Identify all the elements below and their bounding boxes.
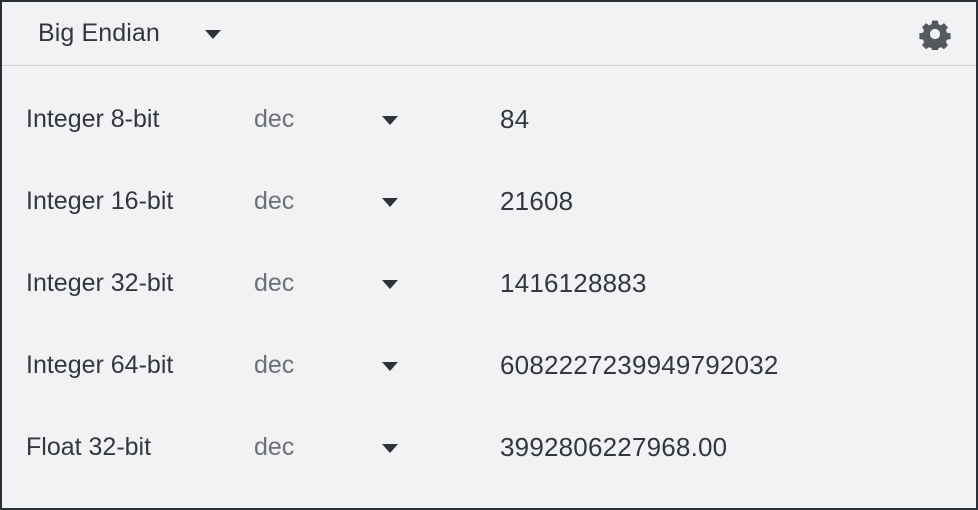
row-label: Integer 32-bit	[26, 268, 174, 297]
format-label: dec	[254, 350, 295, 379]
row-value: 21608	[500, 185, 574, 216]
endianness-label: Big Endian	[38, 19, 160, 47]
format-dropdown[interactable]: dec	[254, 351, 500, 380]
format-dropdown[interactable]: dec	[254, 105, 500, 134]
format-dropdown[interactable]: dec	[254, 269, 500, 298]
chevron-down-icon	[382, 361, 399, 371]
row-label: Float 32-bit	[26, 432, 152, 461]
table-row: Integer 16-bit dec 21608	[2, 160, 976, 242]
chevron-down-icon	[204, 30, 221, 39]
format-dropdown[interactable]: dec	[254, 433, 500, 462]
row-value: 3992806227968.00	[500, 431, 728, 462]
settings-button[interactable]	[908, 7, 962, 61]
chevron-down-icon	[382, 443, 399, 453]
gear-icon	[919, 18, 951, 50]
row-label: Integer 8-bit	[26, 104, 160, 133]
row-value: 84	[500, 103, 530, 134]
table-row: Float 32-bit dec 3992806227968.00	[2, 406, 976, 488]
format-dropdown[interactable]: dec	[254, 187, 500, 216]
chevron-down-icon	[382, 279, 399, 289]
row-label: Integer 64-bit	[26, 350, 174, 379]
row-value: 1416128883	[500, 267, 647, 298]
table-row: Integer 32-bit dec 1416128883	[2, 242, 976, 324]
row-label: Integer 16-bit	[26, 186, 174, 215]
row-value: 6082227239949792032	[500, 349, 779, 380]
format-label: dec	[254, 432, 295, 461]
inspector-rows: Integer 8-bit dec 84 Integer 16-bit dec …	[2, 66, 976, 508]
table-row: Integer 64-bit dec 6082227239949792032	[2, 324, 976, 406]
format-label: dec	[254, 268, 295, 297]
format-label: dec	[254, 186, 295, 215]
table-row: Integer 8-bit dec 84	[2, 78, 976, 160]
format-label: dec	[254, 104, 295, 133]
chevron-down-icon	[382, 197, 399, 207]
endianness-dropdown[interactable]: Big Endian	[38, 19, 221, 48]
panel-header: Big Endian	[2, 2, 976, 66]
chevron-down-icon	[382, 115, 399, 125]
